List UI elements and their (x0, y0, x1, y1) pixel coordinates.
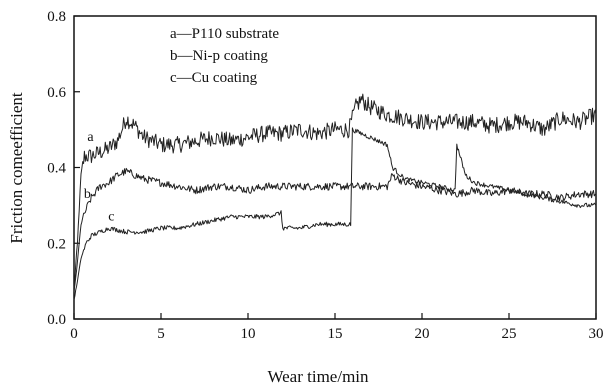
x-tick-label: 15 (328, 326, 343, 342)
series-lines (73, 93, 597, 301)
y-axis-title: Friction comeefficient (7, 92, 26, 243)
y-tick-label: 0.2 (47, 236, 66, 252)
axis-ticks: 0 5 10 15 20 25 30 0.0 0.2 0.4 0.6 0.8 (47, 9, 603, 342)
y-tick-label: 0.4 (47, 161, 66, 177)
y-tick-label: 0.6 (47, 85, 66, 101)
x-tick-label: 10 (241, 326, 256, 342)
series-line-c (73, 127, 597, 301)
legend-entry-c: c—Cu coating (170, 70, 258, 86)
x-axis-title: Wear time/min (267, 367, 369, 386)
x-tick-label: 30 (589, 326, 604, 342)
series-line-a (73, 93, 597, 288)
legend-entry-b: b—Ni-p coating (170, 48, 268, 64)
x-tick-label: 20 (415, 326, 430, 342)
y-tick-label: 0.8 (47, 9, 66, 25)
curve-label-b: b (84, 187, 91, 202)
x-tick-label: 0 (70, 326, 78, 342)
curve-label-c: c (108, 210, 114, 225)
series-line-b (73, 167, 597, 292)
x-tick-label: 25 (502, 326, 517, 342)
legend-entry-a: a—P110 substrate (170, 26, 279, 42)
curve-labels: a b c (84, 130, 115, 225)
curve-label-a: a (87, 130, 94, 145)
x-tick-label: 5 (157, 326, 165, 342)
legend: a—P110 substrate b—Ni-p coating c—Cu coa… (170, 26, 279, 86)
y-tick-label: 0.0 (47, 312, 66, 328)
plot-frame (73, 15, 597, 320)
